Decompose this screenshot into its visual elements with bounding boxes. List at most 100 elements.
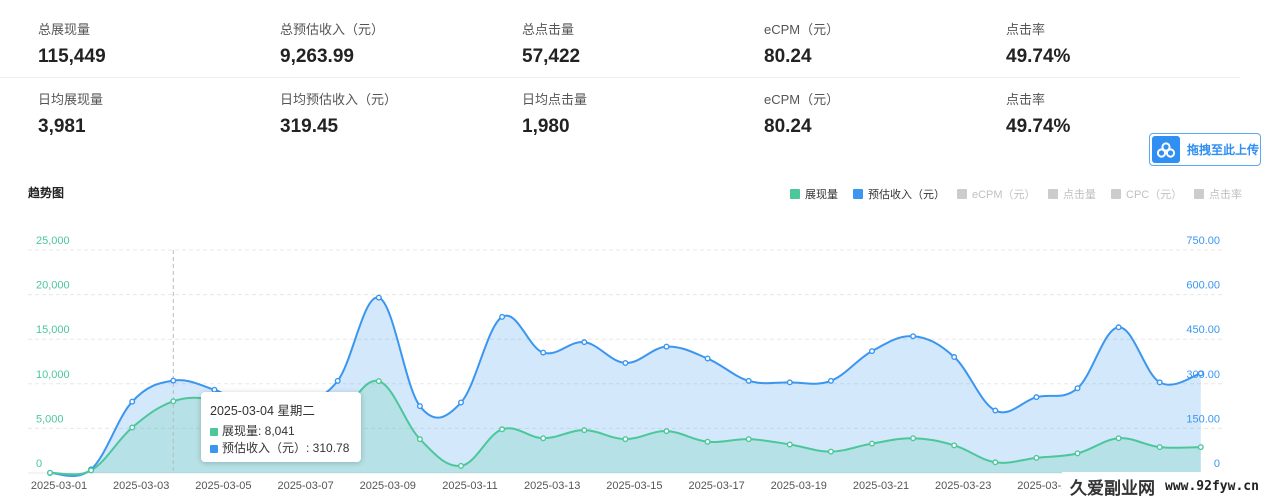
stat-value: 57,422 <box>522 46 581 67</box>
legend-item-ecpm[interactable]: eCPM（元） <box>957 186 1036 202</box>
watermark: 久爱副业网 www.92fyw.cn <box>1062 472 1280 500</box>
revenue-point <box>786 379 793 386</box>
impressions-point <box>663 428 670 435</box>
stats-total-row: 总展现量 115,449 总预估收入（元） 9,263.99 总点击量 57,4… <box>0 0 1240 78</box>
stats-daily-row: 日均展现量 3,981 日均预估收入（元） 319.45 日均点击量 1,980… <box>0 78 1240 150</box>
impressions-point <box>992 459 999 466</box>
revenue-point <box>622 359 629 366</box>
legend-swatch <box>790 189 800 199</box>
stat-total-impressions: 总展现量 115,449 <box>38 22 106 68</box>
legend-item-clicks[interactable]: 点击量 <box>1048 186 1096 202</box>
stat-label: 日均展现量 <box>38 92 104 107</box>
impressions-point <box>416 436 423 443</box>
y-right-tick-label: 450.00 <box>1186 324 1220 336</box>
revenue-point <box>458 399 465 406</box>
impressions-point <box>1197 444 1204 451</box>
legend-item-ctr[interactable]: 点击率 <box>1194 186 1242 202</box>
x-tick-label: 2025-03-17 <box>688 480 744 492</box>
chart-tooltip: 2025-03-04 星期二 展现量: 8,041 预估收入（元）: 310.7… <box>201 392 361 462</box>
revenue-point <box>992 407 999 414</box>
tooltip-row-revenue: 预估收入（元）: 310.78 <box>210 440 352 457</box>
revenue-point <box>1197 370 1204 377</box>
stats-panel: 总展现量 115,449 总预估收入（元） 9,263.99 总点击量 57,4… <box>0 0 1240 150</box>
revenue-point <box>129 398 136 405</box>
cloud-link-icon <box>1152 136 1180 163</box>
revenue-point <box>540 349 547 356</box>
revenue-point <box>663 343 670 350</box>
stat-value: 3,981 <box>38 116 86 137</box>
stat-value: 49.74% <box>1006 116 1071 137</box>
impressions-point <box>704 438 711 445</box>
x-tick-label: 2025-03-03 <box>113 480 169 492</box>
legend-label: CPC（元） <box>1126 189 1183 201</box>
tooltip-value: 展现量: 8,041 <box>222 424 295 438</box>
legend-swatch <box>1194 189 1204 199</box>
stat-total-revenue: 总预估收入（元） 9,263.99 <box>280 22 384 68</box>
impressions-point <box>951 442 958 449</box>
impressions-point <box>129 424 136 431</box>
impressions-point <box>869 440 876 447</box>
revenue-point <box>334 377 341 384</box>
x-tick-label: 2025-03-09 <box>360 480 416 492</box>
stat-daily-clicks: 日均点击量 1,980 <box>522 92 587 138</box>
impressions-point <box>745 436 752 443</box>
tooltip-value: 预估收入（元）: 310.78 <box>222 441 350 455</box>
stat-daily-impressions: 日均展现量 3,981 <box>38 92 103 138</box>
y-left-tick-label: 15,000 <box>36 324 70 336</box>
impressions-point <box>1033 454 1040 461</box>
y-right-tick-label: 600.00 <box>1186 280 1220 292</box>
impressions-point <box>47 469 54 476</box>
legend-item-revenue[interactable]: 预估收入（元） <box>853 186 945 202</box>
x-tick-label: 2025-03-15 <box>606 480 662 492</box>
stat-value: 49.74% <box>1006 46 1071 67</box>
legend-item-cpc[interactable]: CPC（元） <box>1111 186 1182 202</box>
stat-total-ecpm: eCPM（元） 80.24 <box>764 22 839 68</box>
x-tick-label: 2025-03-25 <box>1017 480 1073 492</box>
stat-daily-ctr: 点击率 49.74% <box>1006 92 1070 138</box>
revenue-point <box>581 339 588 346</box>
legend-item-impressions[interactable]: 展现量 <box>790 186 838 202</box>
impressions-point <box>827 448 834 455</box>
impressions-point <box>375 378 382 385</box>
revenue-point <box>1156 379 1163 386</box>
stat-value: 1,980 <box>522 116 570 137</box>
legend-swatch <box>1048 189 1058 199</box>
stat-label: 点击率 <box>1006 22 1046 37</box>
x-tick-label: 2025-03-23 <box>935 480 991 492</box>
impressions-point <box>499 426 506 433</box>
impressions-point <box>622 436 629 443</box>
tooltip-date: 2025-03-04 星期二 <box>210 404 315 418</box>
y-left-tick-label: 5,000 <box>36 413 64 425</box>
revenue-point <box>416 403 423 410</box>
stat-value: 80.24 <box>764 116 812 137</box>
y-left-tick-label: 0 <box>36 458 42 470</box>
revenue-point <box>910 333 917 340</box>
revenue-point <box>869 348 876 355</box>
y-right-tick-label: 150.00 <box>1186 413 1220 425</box>
stat-label: 日均点击量 <box>522 92 588 107</box>
stat-total-ctr: 点击率 49.74% <box>1006 22 1070 68</box>
revenue-point <box>1115 324 1122 331</box>
legend-label: 点击率 <box>1209 189 1242 201</box>
stat-value: 115,449 <box>38 46 106 67</box>
stat-label: 总展现量 <box>38 22 91 37</box>
y-left-tick-label: 20,000 <box>36 280 70 292</box>
x-tick-label: 2025-03-19 <box>771 480 827 492</box>
x-tick-label: 2025-03-21 <box>853 480 909 492</box>
x-tick-label: 2025-03-01 <box>31 480 87 492</box>
impressions-point <box>910 435 917 442</box>
stat-label: 总预估收入（元） <box>280 22 385 37</box>
tooltip-row-impressions: 展现量: 8,041 <box>210 423 352 440</box>
stat-label: eCPM（元） <box>764 22 840 37</box>
revenue-point <box>1074 385 1081 392</box>
legend-label: eCPM（元） <box>972 189 1036 201</box>
revenue-point <box>704 355 711 362</box>
x-tick-label: 2025-03-13 <box>524 480 580 492</box>
legend-label: 预估收入（元） <box>868 189 945 201</box>
revenue-point <box>170 377 177 384</box>
revenue-point <box>1033 394 1040 401</box>
drag-upload-button[interactable]: 拖拽至此上传 <box>1149 133 1261 166</box>
impressions-point <box>1074 450 1081 457</box>
upload-button-label: 拖拽至此上传 <box>1187 143 1260 157</box>
